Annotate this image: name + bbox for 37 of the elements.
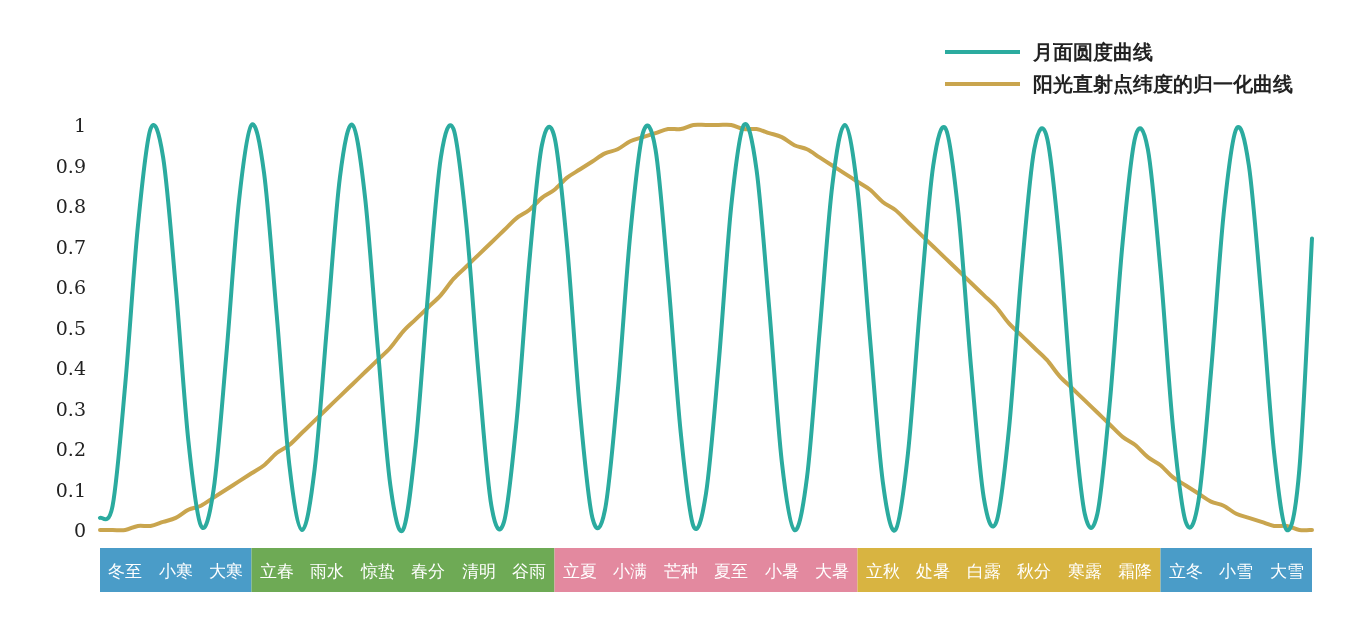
x-tick-label: 霜降 xyxy=(1118,561,1153,581)
x-tick-label: 秋分 xyxy=(1017,561,1052,581)
y-tick-label: 0 xyxy=(73,519,86,541)
x-tick-label: 大雪 xyxy=(1269,561,1304,581)
legend-label: 月面圆度曲线 xyxy=(1032,40,1153,64)
y-tick-label: 1 xyxy=(73,114,86,136)
x-tick-label: 立夏 xyxy=(562,561,597,581)
x-tick-label: 立春 xyxy=(259,561,294,581)
x-tick-label: 清明 xyxy=(461,561,496,581)
legend-label: 阳光直射点纬度的归一化曲线 xyxy=(1033,72,1293,96)
x-tick-label: 白露 xyxy=(966,561,1001,581)
y-tick-label: 0.1 xyxy=(55,478,86,501)
x-tick-label: 芒种 xyxy=(663,561,698,581)
x-tick-label: 小寒 xyxy=(158,561,193,581)
y-tick-label: 0.4 xyxy=(55,357,86,379)
x-tick-label: 立冬 xyxy=(1168,561,1203,581)
x-tick-label: 立秋 xyxy=(865,561,900,581)
x-tick-label: 雨水 xyxy=(310,561,345,581)
y-tick-label: 0.9 xyxy=(55,154,86,177)
x-tick-label: 小雪 xyxy=(1219,561,1254,581)
x-tick-label: 大寒 xyxy=(209,561,244,581)
y-tick-label: 0.7 xyxy=(55,235,86,258)
x-tick-label: 谷雨 xyxy=(512,561,547,581)
y-tick-label: 0.6 xyxy=(55,276,86,298)
x-tick-label: 寒露 xyxy=(1067,561,1102,581)
y-tick-label: 0.3 xyxy=(55,397,86,420)
x-tick-label: 夏至 xyxy=(714,561,749,581)
y-tick-label: 0.8 xyxy=(55,195,86,217)
x-tick-label: 处暑 xyxy=(916,561,951,581)
x-tick-label: 春分 xyxy=(411,561,446,581)
x-tick-label: 大暑 xyxy=(815,561,850,581)
y-tick-label: 0.5 xyxy=(55,316,86,339)
x-tick-label: 冬至 xyxy=(108,561,143,581)
x-tick-label: 惊蛰 xyxy=(359,561,395,581)
y-tick-label: 0.2 xyxy=(55,438,86,460)
x-tick-label: 小暑 xyxy=(764,561,799,581)
x-tick-label: 小满 xyxy=(613,561,648,581)
